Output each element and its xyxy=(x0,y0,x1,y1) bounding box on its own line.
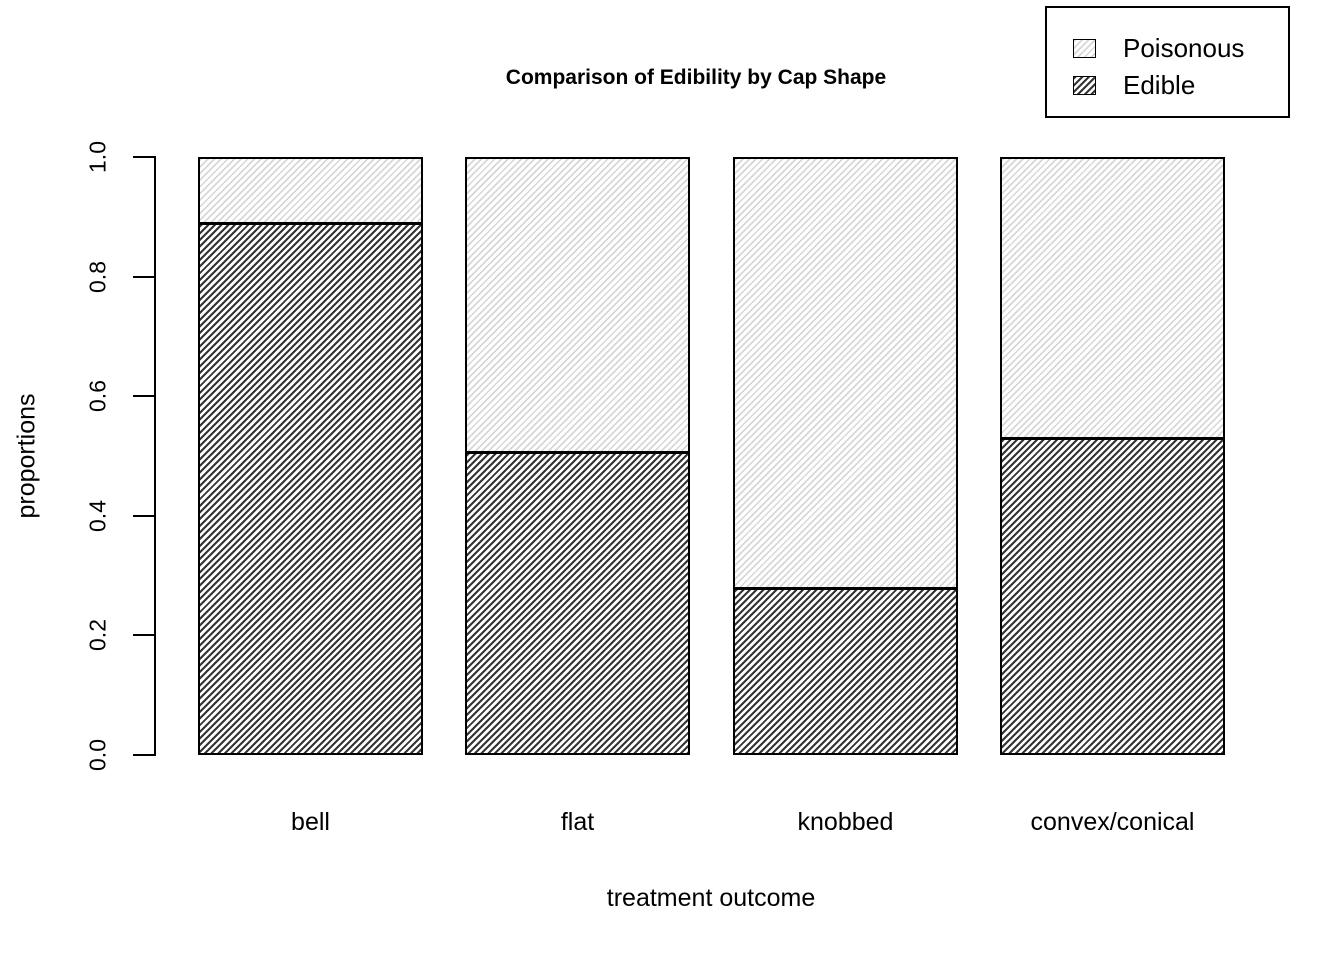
legend-item-edible: Edible xyxy=(1073,67,1288,104)
bar-segment-edible xyxy=(200,221,421,753)
x-category-label-flat: flat xyxy=(560,808,595,836)
x-category-label-convex-conical: convex/conical xyxy=(1030,808,1195,836)
y-tick-label-text: 0.8 xyxy=(84,260,111,293)
y-axis-tick-1.0 xyxy=(133,156,155,158)
stacked-bar-bell xyxy=(198,157,423,755)
poisonous-swatch-icon xyxy=(1073,39,1096,58)
legend-label-edible: Edible xyxy=(1123,70,1196,100)
y-axis-tick-0.6 xyxy=(133,395,155,398)
y-tick-label-text: 0.0 xyxy=(84,739,111,771)
legend-label-poisonous: Poisonous xyxy=(1123,33,1245,63)
bar-segment-edible xyxy=(735,587,956,753)
bar-segment-poisonous xyxy=(200,159,421,222)
y-axis-tick-0.0 xyxy=(133,754,155,756)
y-axis-tick-0.4 xyxy=(133,514,155,517)
y-tick-label-text: 1.0 xyxy=(84,141,111,173)
legend-box: Poisonous Edible xyxy=(1045,6,1290,118)
chart-title: Comparison of Edibility by Cap Shape xyxy=(505,66,887,89)
y-axis-tick-0.2 xyxy=(133,634,155,637)
bar-segment-poisonous xyxy=(467,159,688,451)
y-axis-tick-0.8 xyxy=(133,275,155,278)
y-axis-line xyxy=(154,156,156,756)
legend-item-poisonous: Poisonous xyxy=(1073,30,1288,67)
x-category-label-knobbed: knobbed xyxy=(797,808,894,836)
bar-segment-poisonous xyxy=(735,159,956,588)
y-tick-label-text: 0.2 xyxy=(84,619,111,652)
x-category-label-bell: bell xyxy=(291,808,330,836)
bar-segment-poisonous xyxy=(1002,159,1223,437)
edible-swatch-icon xyxy=(1073,76,1096,95)
bar-segment-edible xyxy=(467,450,688,753)
y-tick-label-text: 0.4 xyxy=(84,499,111,532)
bar-segment-edible xyxy=(1002,436,1223,753)
x-axis-title: treatment outcome xyxy=(606,884,816,912)
y-tick-label-text: 0.6 xyxy=(84,380,111,413)
stacked-bar-knobbed xyxy=(733,157,958,755)
stacked-bar-convex-conical xyxy=(1000,157,1225,755)
stacked-bar-flat xyxy=(465,157,690,755)
